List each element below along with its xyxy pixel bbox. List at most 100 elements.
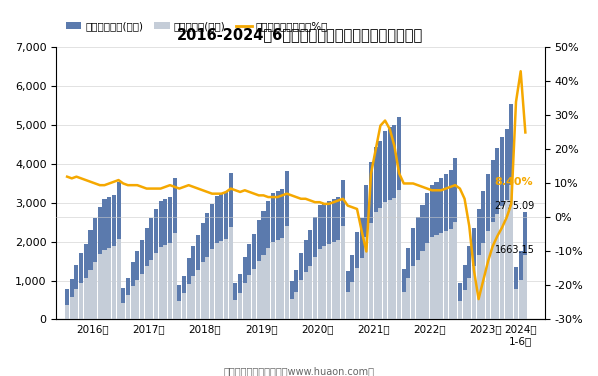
房地产投资额增速（%） <box>423 186 431 191</box>
Bar <box>379 141 382 320</box>
Bar <box>477 209 481 320</box>
Text: 8.40%: 8.40% <box>495 177 533 187</box>
Bar <box>416 217 420 320</box>
Bar <box>150 261 153 320</box>
Bar <box>430 237 434 320</box>
Bar <box>341 180 345 320</box>
Bar <box>514 267 518 320</box>
Bar <box>505 129 509 320</box>
Bar <box>130 262 135 320</box>
Bar <box>467 246 471 320</box>
Bar <box>355 232 359 320</box>
Bar <box>98 254 102 320</box>
Line: 房地产投资额增速（%）: 房地产投资额增速（%） <box>67 71 526 299</box>
Bar <box>266 201 270 320</box>
Bar <box>98 207 102 320</box>
Bar <box>191 246 196 320</box>
Bar <box>126 296 130 320</box>
Bar <box>490 160 495 320</box>
Text: 2775.09: 2775.09 <box>495 201 535 211</box>
Bar <box>332 199 335 320</box>
Bar <box>178 301 181 320</box>
Bar <box>472 266 476 320</box>
Bar <box>313 217 317 320</box>
Bar <box>117 182 121 320</box>
Bar <box>121 288 125 320</box>
Bar <box>145 266 149 320</box>
Bar <box>205 256 209 320</box>
Bar <box>336 197 340 320</box>
Bar <box>196 235 200 320</box>
Bar <box>495 149 499 320</box>
Legend: 房地产投资额(亿元), 住宅投资额(亿元), 房地产投资额增速（%）: 房地产投资额(亿元), 住宅投资额(亿元), 房地产投资额增速（%） <box>62 17 332 36</box>
Bar <box>500 137 504 320</box>
Bar <box>467 278 471 320</box>
Bar <box>355 268 359 320</box>
Bar <box>416 261 420 320</box>
Bar <box>383 131 387 320</box>
房地产投资额增速（%） <box>475 297 482 301</box>
Bar <box>462 290 466 320</box>
Bar <box>229 227 233 320</box>
Bar <box>318 249 322 320</box>
Bar <box>219 241 224 320</box>
Bar <box>289 299 294 320</box>
Bar <box>505 200 509 320</box>
Bar <box>435 235 438 320</box>
Bar <box>168 197 172 320</box>
Bar <box>93 262 97 320</box>
Bar <box>173 177 176 320</box>
Bar <box>252 234 256 320</box>
Bar <box>70 297 74 320</box>
Bar <box>472 228 476 320</box>
Bar <box>481 191 486 320</box>
Bar <box>117 239 121 320</box>
Bar <box>163 199 167 320</box>
Bar <box>248 275 252 320</box>
Bar <box>304 272 307 320</box>
Bar <box>257 261 261 320</box>
Bar <box>215 243 219 320</box>
Bar <box>84 244 88 320</box>
Bar <box>350 282 355 320</box>
Bar <box>486 174 490 320</box>
Bar <box>173 233 176 320</box>
Bar <box>420 251 425 320</box>
Bar <box>374 147 378 320</box>
Bar <box>518 252 523 320</box>
Bar <box>191 276 196 320</box>
Bar <box>495 214 499 320</box>
Bar <box>458 283 462 320</box>
Bar <box>439 177 443 320</box>
Bar <box>154 209 158 320</box>
房地产投资额增速（%） <box>307 198 314 203</box>
Bar <box>481 243 486 320</box>
Bar <box>150 218 153 320</box>
Bar <box>430 185 434 320</box>
Bar <box>346 271 350 320</box>
Bar <box>294 291 298 320</box>
Bar <box>299 280 303 320</box>
Bar <box>65 289 69 320</box>
Bar <box>158 247 163 320</box>
Text: 制图：华经产业研究院（www.huaon.com）: 制图：华经产业研究院（www.huaon.com） <box>224 366 374 376</box>
Bar <box>248 244 252 320</box>
Bar <box>397 191 401 320</box>
Bar <box>448 170 453 320</box>
Bar <box>84 277 88 320</box>
Bar <box>402 269 406 320</box>
Bar <box>364 237 368 320</box>
Bar <box>261 211 266 320</box>
Bar <box>280 189 284 320</box>
Bar <box>444 231 448 320</box>
Bar <box>107 249 111 320</box>
Bar <box>439 233 443 320</box>
Bar <box>462 265 466 320</box>
Bar <box>182 293 186 320</box>
Bar <box>407 247 410 320</box>
Bar <box>271 242 275 320</box>
Bar <box>318 205 322 320</box>
房地产投资额增速（%） <box>522 130 529 135</box>
Bar <box>158 201 163 320</box>
Bar <box>140 240 144 320</box>
